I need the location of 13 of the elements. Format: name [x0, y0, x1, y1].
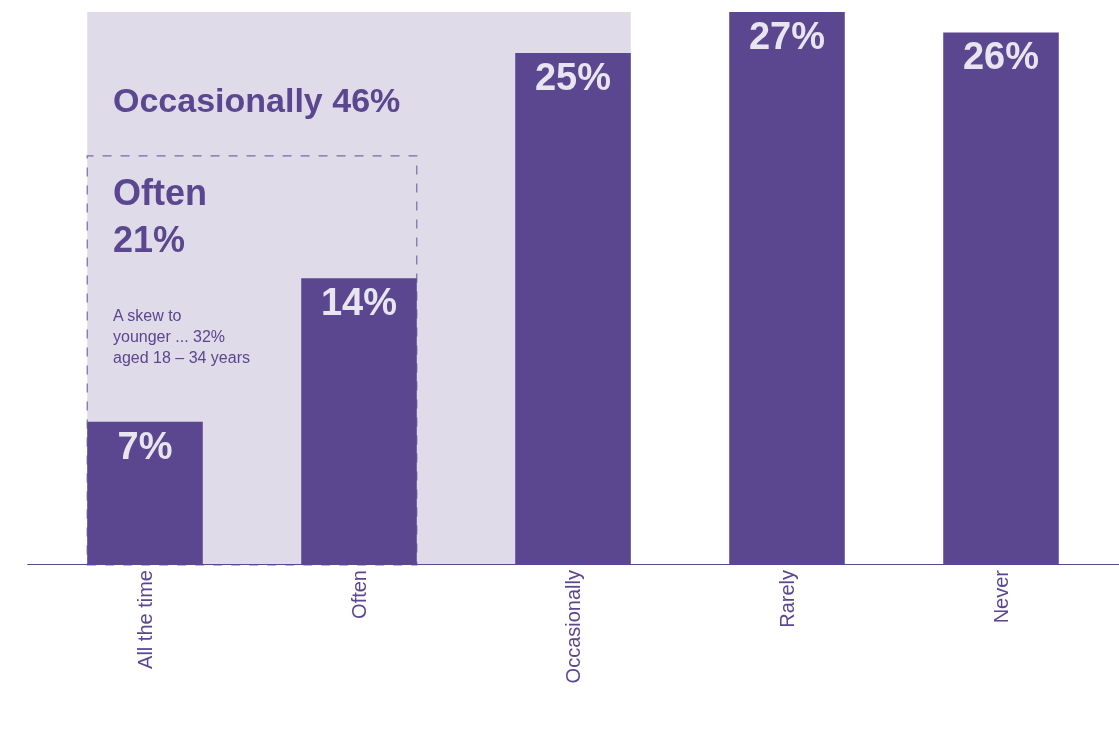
x-tick-label: Occasionally: [561, 570, 584, 684]
data-label: 14%: [320, 281, 398, 324]
annotation: Often 21%: [113, 172, 207, 260]
annotation: A skew to younger ... 32% aged 18 – 34 years: [113, 307, 250, 366]
data-label: 7%: [117, 424, 173, 467]
x-tick-label: Rarely: [775, 570, 798, 628]
data-label: 26%: [962, 35, 1040, 78]
x-tick-label: Never: [989, 569, 1012, 624]
data-label: 27%: [748, 15, 826, 57]
x-tick-label: Often: [347, 570, 370, 619]
x-tick-label: All the time: [133, 570, 156, 669]
data-label: 25%: [534, 55, 612, 98]
band-label: Occasionally 46%: [113, 81, 401, 119]
